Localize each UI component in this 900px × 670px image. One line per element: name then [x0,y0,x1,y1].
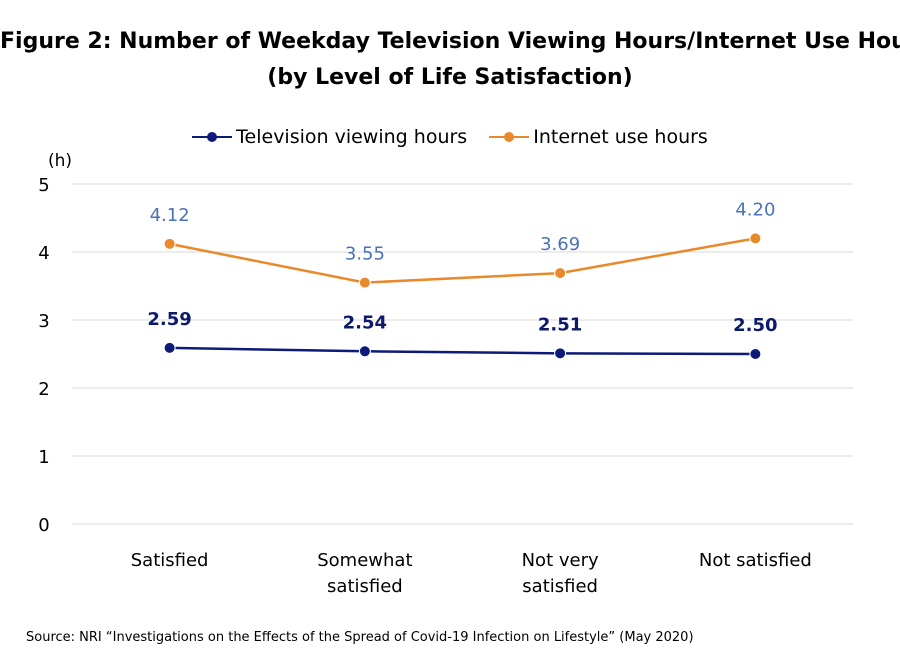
data-label-internet: 4.12 [150,205,190,226]
source-note: Source: NRI “Investigations on the Effec… [26,630,694,645]
y-tick-label: 3 [38,311,49,332]
x-tick-label: Somewhat satisfied [317,550,412,597]
data-label-internet: 3.69 [540,234,580,255]
data-label-television: 2.51 [538,314,582,335]
y-tick-labels: 0 1 2 3 4 5 [38,175,49,536]
data-point-television [554,347,567,360]
chart-plot: (h) 0 1 2 3 4 5 Satisfied Somewhat satisfied Not… [38,151,853,597]
series-line-television [169,346,756,356]
x-tick-label: Not very satisfied [522,550,599,597]
data-point-internet [358,276,371,289]
y-tick-label: 1 [38,447,49,468]
legend-swatch-internet [489,129,530,145]
chart-title: Figure 2: Number of Weekday Television V… [0,24,900,96]
x-tick-label: Not satisfied [699,550,812,571]
data-label-internet: 4.20 [735,199,775,220]
x-tick-labels: Satisfied Somewhat satisfied Not very satisf… [131,550,812,597]
series-line-internet [169,237,756,284]
chart-title-line-1: Figure 2: Number of Weekday Television V… [0,29,900,54]
legend-swatch-television [192,129,233,145]
y-tick-label: 2 [38,379,49,400]
y-axis-unit: (h) [48,151,72,171]
data-point-internet [749,232,762,245]
y-tick-label: 4 [38,243,49,264]
data-label-television: 2.50 [733,315,777,336]
x-tick-label: Satisfied [131,550,209,571]
legend: Television viewing hours Internet use ho… [0,126,900,150]
data-point-television [163,341,176,354]
legend-label-internet: Internet use hours [533,126,708,148]
data-labels: 2.59 2.54 2.51 2.50 4.12 3.55 3.69 4.20 [147,199,777,336]
data-label-television: 2.54 [343,312,387,333]
series-layer [163,232,762,360]
legend-item-internet: Internet use hours [489,126,708,148]
data-label-internet: 3.55 [345,244,385,265]
grid-lines [72,183,853,525]
data-point-television [749,348,762,360]
y-tick-label: 0 [38,515,49,536]
legend-item-television: Television viewing hours [192,126,467,148]
data-point-television [358,345,371,358]
legend-label-television: Television viewing hours [236,126,468,148]
chart-title-line-2: (by Level of Life Satisfaction) [267,65,633,90]
data-label-television: 2.59 [147,309,191,330]
data-point-internet [554,267,567,280]
y-tick-label: 5 [38,175,49,196]
data-point-internet [163,237,176,250]
